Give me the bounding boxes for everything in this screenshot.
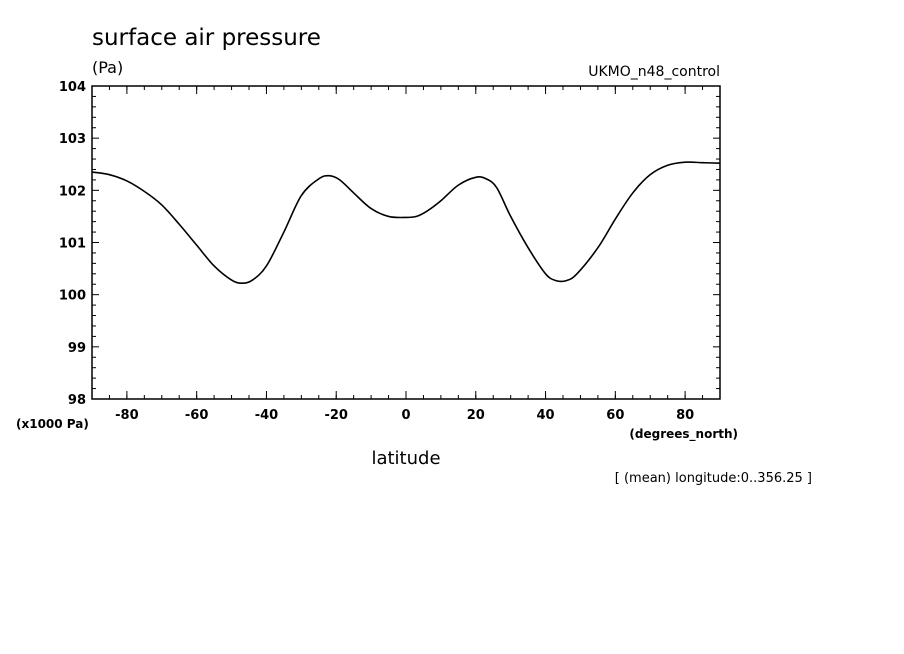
x-axis-title: latitude: [371, 448, 440, 469]
x-tick-label: 0: [401, 408, 410, 423]
source-label: UKMO_n48_control: [588, 64, 720, 80]
y-scale-label: (x1000 Pa): [16, 417, 89, 431]
axis-ticks: [91, 85, 721, 400]
y-tick-label: 99: [68, 341, 86, 356]
y-tick-label: 100: [59, 289, 86, 304]
x-tick-label: -20: [324, 408, 348, 423]
units-label: (Pa): [92, 58, 123, 77]
x-tick-label: 20: [467, 408, 485, 423]
x-tick-label: -40: [255, 408, 279, 423]
y-tick-label: 98: [68, 393, 86, 408]
y-tick-label: 102: [59, 184, 86, 199]
series-line: [91, 161, 721, 284]
y-tick-label: 101: [59, 237, 86, 252]
chart-title: surface air pressure: [92, 25, 321, 51]
x-tick-label: -80: [115, 408, 139, 423]
x-tick-label: 60: [606, 408, 624, 423]
y-axis-labels: 98 99 100 101 102 103 104: [59, 80, 86, 408]
data-points: [91, 162, 720, 284]
y-tick-label: 103: [59, 132, 86, 147]
x-units-label: (degrees_north): [629, 427, 738, 442]
x-tick-label: 40: [537, 408, 555, 423]
plot-frame: [91, 85, 721, 400]
x-tick-label: 80: [676, 408, 694, 423]
x-axis-labels: -80 -60 -40 -20 0 20 40 60 80: [115, 408, 694, 423]
x-tick-label: -60: [185, 408, 209, 423]
footnote: [ (mean) longitude:0..356.25 ]: [615, 471, 812, 486]
y-tick-label: 104: [59, 80, 86, 95]
